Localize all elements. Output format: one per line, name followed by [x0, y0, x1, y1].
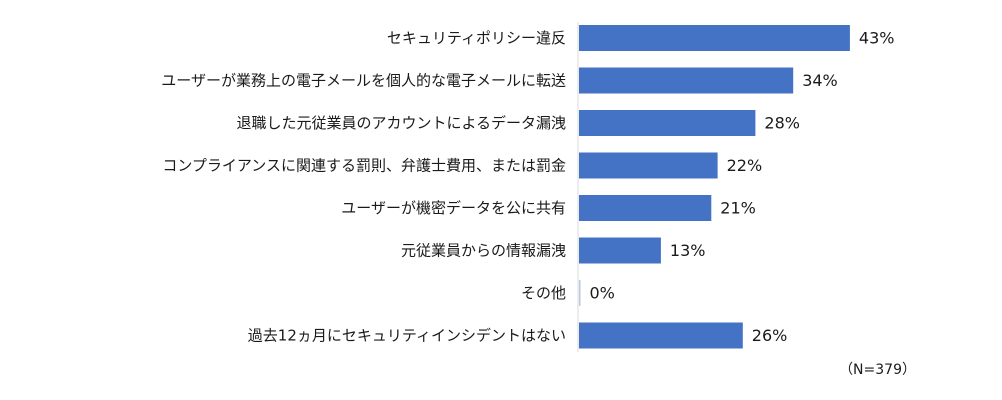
bar: [579, 195, 712, 221]
bar: [579, 237, 661, 264]
value-label: 34%: [802, 71, 838, 90]
bar: [579, 110, 756, 136]
value-label: 0%: [590, 284, 615, 303]
category-label: 退職した元従業員のアカウントによるデータ漏洩: [236, 114, 566, 132]
value-label: 13%: [670, 241, 706, 260]
bar: [579, 67, 794, 94]
category-label: ユーザーが業務上の電子メールを個人的な電子メールに転送: [161, 72, 566, 90]
bars: [579, 25, 850, 349]
value-label: 21%: [720, 199, 756, 218]
bar: [579, 280, 581, 306]
category-label: 過去12ヵ月にセキュリティインシデントはない: [248, 327, 566, 345]
category-label: 元従業員からの情報漏洩: [401, 242, 566, 260]
value-labels: 43% 34% 28% 22% 21% 13% 0% 26%: [590, 29, 895, 346]
category-label: ユーザーが機密データを公に共有: [341, 199, 566, 217]
sample-size-note: （N=379）: [839, 362, 916, 378]
category-labels: セキュリティポリシー違反ユーザーが業務上の電子メールを個人的な電子メールに転送退…: [161, 29, 566, 345]
category-label: その他: [521, 284, 566, 302]
bar: [579, 322, 743, 349]
bar: [579, 25, 850, 51]
value-label: 26%: [752, 326, 788, 345]
category-label: セキュリティポリシー違反: [387, 29, 566, 47]
value-label: 22%: [727, 156, 763, 175]
category-label: コンプライアンスに関連する罰則、弁護士費用、または罰金: [162, 157, 566, 175]
bar: [579, 152, 718, 179]
value-label: 43%: [859, 29, 895, 48]
value-label: 28%: [764, 114, 800, 133]
